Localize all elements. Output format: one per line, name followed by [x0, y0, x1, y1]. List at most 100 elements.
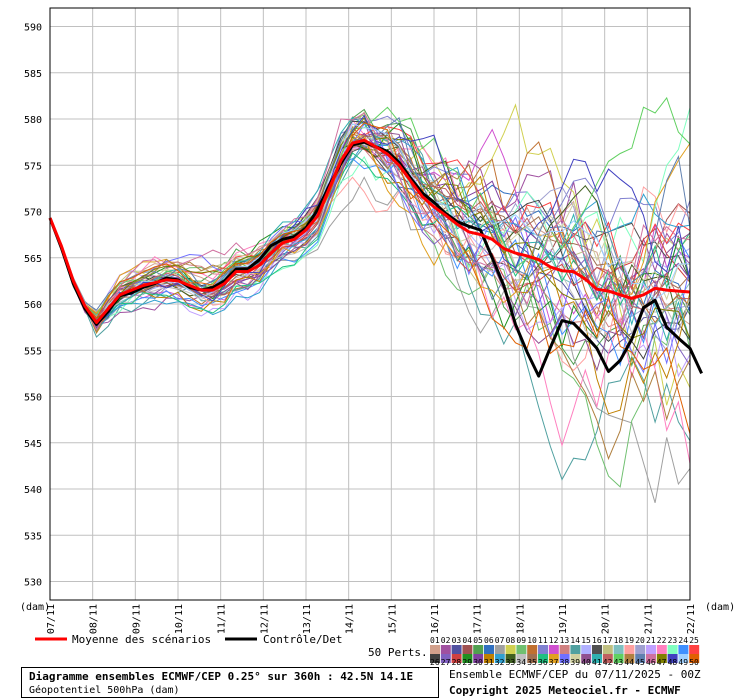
legend-pert-number: 15 [581, 636, 591, 645]
legend-pert-number: 16 [592, 636, 602, 645]
legend-pert-number: 47 [657, 658, 667, 667]
legend-pert-number: 29 [462, 658, 472, 667]
x-tick-label: 08/11 [89, 604, 100, 634]
info-box: Diagramme ensembles ECMWF/CEP 0.25° sur … [21, 667, 439, 698]
legend-pert-number: 04 [462, 636, 472, 645]
legend-pert-number: 32 [495, 658, 505, 667]
chart-subtitle: Géopotentiel 500hPa (dam) [29, 685, 180, 696]
legend-pert-swatch [484, 654, 494, 663]
legend-pert-swatch [613, 645, 624, 654]
legend-pert-swatch [667, 654, 678, 663]
legend-pert-swatch [494, 645, 505, 654]
legend-pert-swatch [678, 645, 689, 654]
legend-pert-swatch [656, 645, 667, 654]
legend-pert-number: 09 [516, 636, 526, 645]
x-tick-label: 12/11 [259, 604, 270, 634]
y-tick-label: 545 [24, 439, 42, 450]
legend-pert-swatch [430, 645, 440, 654]
legend-pert-swatch [581, 654, 592, 663]
legend-pert-number: 44 [624, 658, 634, 667]
legend-pert-number: 28 [452, 658, 462, 667]
legend-pert-swatch [462, 645, 473, 654]
legend-pert-number: 06 [484, 636, 494, 645]
x-tick-label: 17/11 [473, 604, 484, 634]
run-info: Ensemble ECMWF/CEP du 07/11/2025 - 00Z [449, 668, 701, 681]
legend-pert-swatch [613, 654, 624, 663]
legend-pert-number: 05 [473, 636, 483, 645]
legend-pert-swatch [646, 654, 656, 663]
x-tick-label: 18/11 [515, 604, 526, 634]
x-tick-label: 15/11 [387, 604, 398, 634]
legend-control-label: Contrôle/Det [263, 633, 342, 646]
perturbation-line [49, 122, 691, 435]
legend-pert-swatch [635, 654, 646, 663]
legend-pert-swatch [635, 645, 646, 654]
y-tick-label: 580 [24, 115, 42, 126]
legend-pert-swatch [570, 645, 581, 654]
x-tick-label: 21/11 [643, 604, 654, 634]
perturbation-line [49, 134, 691, 328]
mean-series-line [48, 138, 691, 324]
legend-pert-number: 37 [549, 658, 559, 667]
legend-pert-swatch [602, 654, 613, 663]
legend-pert-swatch [494, 654, 505, 663]
legend-pert-number: 21 [646, 636, 656, 645]
y-tick-label: 540 [24, 485, 42, 496]
legend-pert-number: 41 [592, 658, 602, 667]
legend-pert-number: 49 [678, 658, 688, 667]
legend-pert-swatch [689, 645, 700, 654]
x-unit-label: (dam) [705, 602, 735, 613]
legend-pert-number: 38 [560, 658, 570, 667]
y-tick-label: 550 [24, 393, 42, 404]
y-tick-label: 575 [24, 161, 42, 172]
legend-pert-swatch [559, 645, 570, 654]
legend-pert-swatch [473, 645, 484, 654]
legend-pert-number: 11 [538, 636, 548, 645]
legend-pert-swatch [548, 654, 559, 663]
legend-pert-swatch [656, 654, 667, 663]
legend-pert-swatch [689, 654, 700, 663]
legend-pert-number: 19 [624, 636, 634, 645]
legend-pert-number: 25 [689, 636, 699, 645]
legend-pert-number: 14 [570, 636, 580, 645]
legend-pert-number: 03 [452, 636, 462, 645]
y-tick-label: 585 [24, 69, 42, 80]
y-tick-label: 530 [24, 578, 42, 589]
y-tick-label: 560 [24, 300, 42, 311]
y-axis-ticks: 530 535 540 545 550 555 560 565 570 575 580 585 590 [24, 23, 42, 589]
x-tick-label: 20/11 [601, 604, 612, 634]
x-tick-label: 22/11 [686, 604, 697, 634]
legend-pert-number: 26 [430, 658, 440, 667]
legend-pert-swatch [538, 645, 548, 654]
plot-frame [49, 7, 691, 601]
legend-pert-number: 42 [603, 658, 613, 667]
legend-pert-number: 07 [495, 636, 505, 645]
perturbation-line [49, 134, 691, 461]
perturbation-line [49, 152, 691, 326]
legend-pert-number: 08 [506, 636, 516, 645]
x-tick-label: 11/11 [217, 604, 228, 634]
legend-pert-swatch [484, 645, 494, 654]
legend-pert-swatch [527, 645, 538, 654]
legend-pert-swatch [646, 645, 656, 654]
x-axis-ticks: 07/11 08/11 09/11 10/11 11/11 12/11 13/11 14/11… [46, 604, 697, 634]
legend-pert-swatch [624, 654, 635, 663]
legend-pert-swatch [570, 654, 581, 663]
legend-pert-number: 10 [527, 636, 537, 645]
legend-pert-swatch [581, 645, 592, 654]
x-tick-label: 13/11 [302, 604, 313, 634]
x-tick-label: 19/11 [558, 604, 569, 634]
legend-pert-number: 27 [441, 658, 451, 667]
legend-pert-number: 20 [635, 636, 645, 645]
legend-pert-swatch [559, 654, 570, 663]
legend-pert-number: 01 [430, 636, 440, 645]
legend-pert-swatch [624, 645, 635, 654]
x-tick-label: 07/11 [46, 604, 57, 634]
legend-pert-number: 33 [506, 658, 516, 667]
legend-pert-swatch [667, 645, 678, 654]
legend-pert-number: 23 [668, 636, 678, 645]
legend-pert-number: 30 [473, 658, 483, 667]
legend-pert-number: 31 [484, 658, 494, 667]
legend-pert-swatch [440, 654, 451, 663]
